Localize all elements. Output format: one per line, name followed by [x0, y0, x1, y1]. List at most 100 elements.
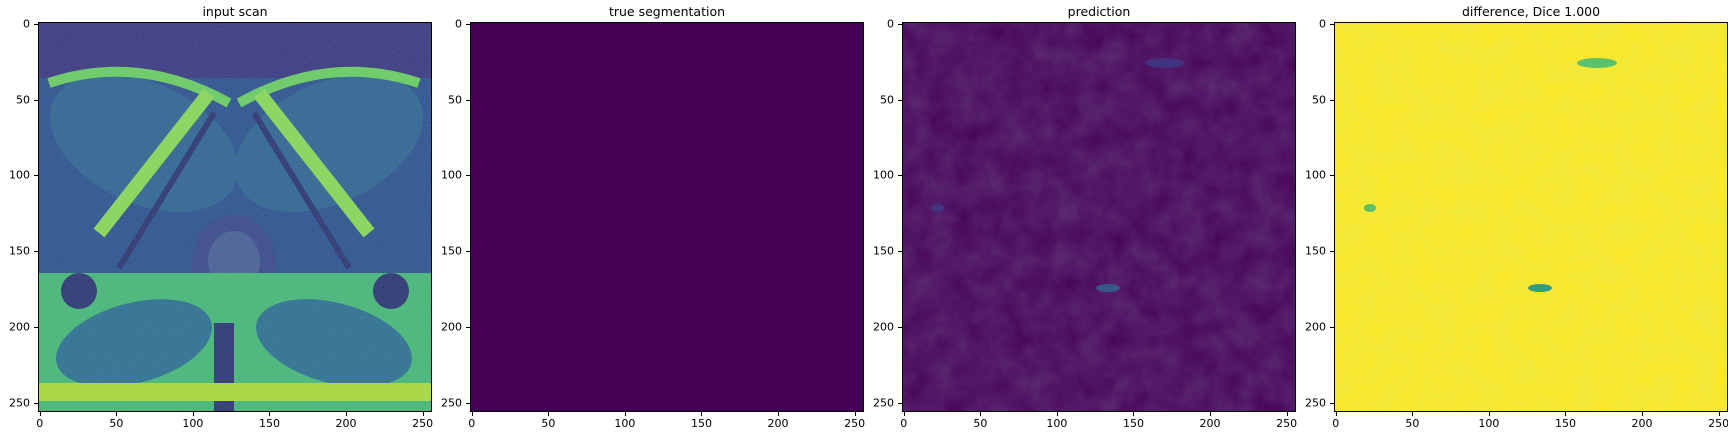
- x-tick-label: 150: [1122, 417, 1144, 430]
- x-tick-label: 0: [900, 417, 908, 430]
- y-tick-mark: [34, 251, 38, 253]
- x-tick-label: 100: [1478, 417, 1500, 430]
- panel-title: difference, Dice 1.000: [1461, 4, 1601, 19]
- y-tick-label: 100: [873, 168, 894, 182]
- x-tick-mark: [192, 412, 194, 416]
- y-tick-mark: [1330, 251, 1334, 253]
- y-tick-label: 100: [1305, 168, 1326, 182]
- y-tick-label: 150: [441, 244, 462, 258]
- x-tick-mark: [1412, 412, 1414, 416]
- y-tick-label: 250: [441, 396, 462, 410]
- x-tick-mark: [1286, 412, 1288, 416]
- x-tick-mark: [1488, 412, 1490, 416]
- x-tick-mark: [1565, 412, 1567, 416]
- x-tick-label: 50: [1405, 417, 1420, 430]
- y-tick-mark: [898, 251, 902, 253]
- y-tick-mark: [466, 23, 470, 25]
- y-tick-label: 0: [887, 17, 894, 31]
- difference-image: [1334, 22, 1728, 412]
- y-tick-mark: [34, 175, 38, 177]
- panel-prediction: prediction: [864, 0, 1296, 432]
- x-tick-label: 250: [1708, 417, 1728, 430]
- x-tick-label: 250: [844, 417, 866, 430]
- y-tick-mark: [466, 99, 470, 101]
- x-tick-label: 0: [36, 417, 44, 430]
- y-tick-mark: [34, 326, 38, 328]
- x-tick-mark: [346, 412, 348, 416]
- y-tick-mark: [466, 402, 470, 404]
- x-tick-label: 50: [109, 417, 124, 430]
- x-tick-mark: [1056, 412, 1058, 416]
- x-tick-label: 200: [767, 417, 789, 430]
- x-tick-label: 100: [1046, 417, 1068, 430]
- y-tick-label: 200: [9, 320, 30, 334]
- y-tick-label: 0: [1319, 17, 1326, 31]
- y-tick-label: 250: [9, 396, 30, 410]
- y-tick-label: 250: [873, 396, 894, 410]
- x-tick-mark: [548, 412, 550, 416]
- y-tick-mark: [34, 402, 38, 404]
- x-tick-mark: [701, 412, 703, 416]
- y-tick-mark: [898, 175, 902, 177]
- panel-difference: difference, Dice 1.000: [1296, 0, 1728, 432]
- y-tick-label: 50: [880, 93, 894, 107]
- x-tick-label: 0: [1332, 417, 1340, 430]
- x-tick-mark: [39, 412, 41, 416]
- x-tick-mark: [1642, 412, 1644, 416]
- x-tick-mark: [116, 412, 118, 416]
- y-tick-label: 50: [448, 93, 462, 107]
- x-tick-mark: [624, 412, 626, 416]
- y-tick-mark: [466, 175, 470, 177]
- x-tick-mark: [778, 412, 780, 416]
- x-tick-mark: [854, 412, 856, 416]
- x-tick-mark: [980, 412, 982, 416]
- x-tick-label: 200: [1631, 417, 1653, 430]
- x-tick-mark: [903, 412, 905, 416]
- y-tick-label: 0: [455, 17, 462, 31]
- y-tick-mark: [1330, 23, 1334, 25]
- y-tick-mark: [34, 23, 38, 25]
- y-tick-mark: [898, 23, 902, 25]
- y-tick-mark: [466, 251, 470, 253]
- y-tick-mark: [1330, 99, 1334, 101]
- y-tick-mark: [898, 99, 902, 101]
- y-tick-label: 200: [1305, 320, 1326, 334]
- y-tick-mark: [1330, 175, 1334, 177]
- y-tick-label: 150: [9, 244, 30, 258]
- true-segmentation-image: [470, 22, 864, 412]
- y-tick-mark: [898, 402, 902, 404]
- panel-input-scan: input scan: [0, 0, 432, 432]
- panel-title: true segmentation: [608, 4, 726, 19]
- panel-title: prediction: [1067, 4, 1131, 19]
- x-tick-mark: [1133, 412, 1135, 416]
- y-tick-label: 200: [873, 320, 894, 334]
- x-tick-mark: [1335, 412, 1337, 416]
- x-tick-label: 200: [335, 417, 357, 430]
- panel-title: input scan: [202, 4, 268, 19]
- y-tick-mark: [1330, 326, 1334, 328]
- panel-true-segmentation: true segmentation: [432, 0, 864, 432]
- x-tick-label: 100: [182, 417, 204, 430]
- x-tick-label: 100: [614, 417, 636, 430]
- x-tick-mark: [422, 412, 424, 416]
- x-tick-label: 200: [1199, 417, 1221, 430]
- prediction-image: [902, 22, 1296, 412]
- x-tick-mark: [1210, 412, 1212, 416]
- x-tick-mark: [269, 412, 271, 416]
- x-tick-label: 250: [1276, 417, 1298, 430]
- x-tick-label: 250: [412, 417, 434, 430]
- y-tick-label: 150: [1305, 244, 1326, 258]
- y-tick-label: 0: [23, 17, 30, 31]
- x-tick-label: 50: [973, 417, 988, 430]
- y-tick-label: 150: [873, 244, 894, 258]
- y-tick-mark: [466, 326, 470, 328]
- x-tick-mark: [471, 412, 473, 416]
- x-tick-label: 0: [468, 417, 476, 430]
- y-tick-mark: [34, 99, 38, 101]
- y-tick-label: 250: [1305, 396, 1326, 410]
- x-tick-mark: [1718, 412, 1720, 416]
- x-tick-label: 150: [258, 417, 280, 430]
- y-tick-label: 50: [16, 93, 30, 107]
- x-tick-label: 150: [1554, 417, 1576, 430]
- y-tick-label: 100: [441, 168, 462, 182]
